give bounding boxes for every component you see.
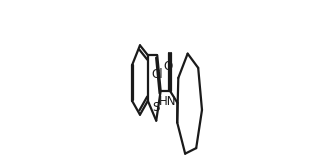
Text: Cl: Cl: [151, 68, 163, 81]
Text: O: O: [163, 60, 172, 73]
Text: HN: HN: [159, 95, 177, 108]
Text: S: S: [152, 101, 160, 114]
